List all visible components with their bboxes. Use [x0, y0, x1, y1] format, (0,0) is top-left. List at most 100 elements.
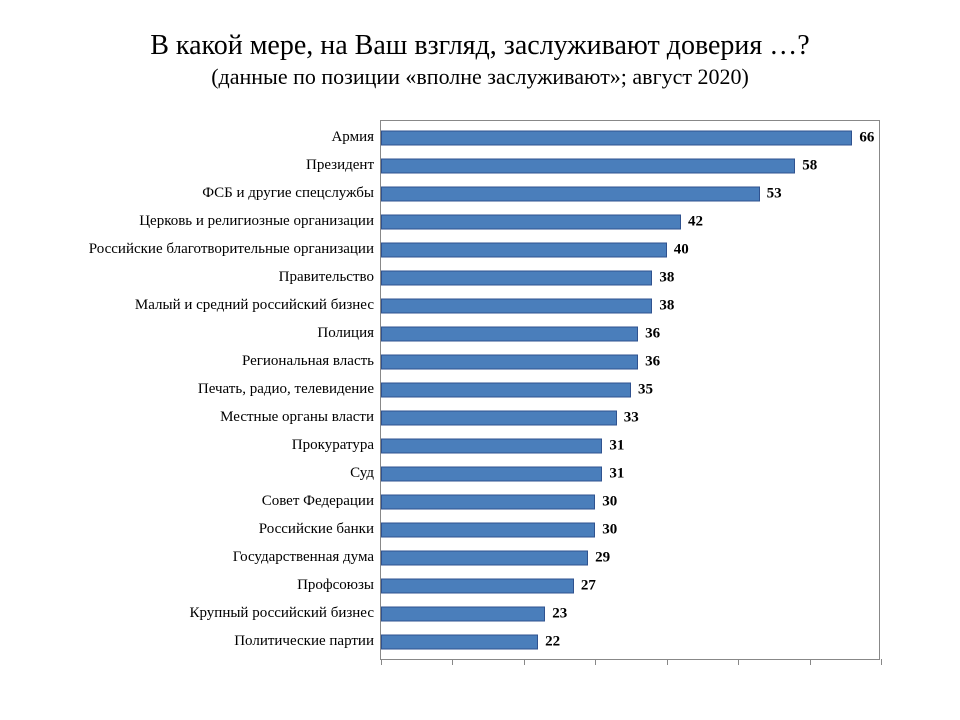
bar-cell: 53 — [380, 180, 880, 208]
bar-cell: 22 — [380, 628, 880, 656]
category-label: Государственная дума — [70, 550, 380, 566]
bar-value: 30 — [602, 522, 617, 539]
bar-value: 36 — [645, 354, 660, 371]
bar-row: Профсоюзы 27 — [70, 572, 890, 600]
bar — [381, 607, 545, 622]
category-label: Российские благотворительные организации — [70, 242, 380, 258]
bar-row: Президент 58 — [70, 152, 890, 180]
bar-cell: 30 — [380, 516, 880, 544]
bar-row: Местные органы власти 33 — [70, 404, 890, 432]
bar-row: ФСБ и другие спецслужбы 53 — [70, 180, 890, 208]
bar-cell: 38 — [380, 264, 880, 292]
bar-value: 42 — [688, 214, 703, 231]
bar — [381, 187, 760, 202]
category-label: Совет Федерации — [70, 494, 380, 510]
chart-title: В какой мере, на Ваш взгляд, заслуживают… — [0, 28, 960, 63]
bar-row: Армия 66 — [70, 124, 890, 152]
category-label: Полиция — [70, 326, 380, 342]
category-label: Правительство — [70, 270, 380, 286]
bar — [381, 579, 574, 594]
bar-cell: 23 — [380, 600, 880, 628]
bar-row: Российские банки 30 — [70, 516, 890, 544]
bar-row: Малый и средний российский бизнес 38 — [70, 292, 890, 320]
bar-value: 38 — [659, 270, 674, 287]
bar-cell: 66 — [380, 124, 880, 152]
bar-value: 31 — [609, 438, 624, 455]
bar — [381, 439, 602, 454]
bar-value: 53 — [767, 186, 782, 203]
bar-value: 23 — [552, 606, 567, 623]
chart-subtitle: (данные по позиции «вполне заслуживают»;… — [0, 63, 960, 91]
category-label: Церковь и религиозные организации — [70, 214, 380, 230]
bar — [381, 411, 617, 426]
bar-row: Российские благотворительные организации… — [70, 236, 890, 264]
bar — [381, 327, 638, 342]
bar-cell: 27 — [380, 572, 880, 600]
bar-value: 35 — [638, 382, 653, 399]
bar-value: 30 — [602, 494, 617, 511]
bar-row: Совет Федерации 30 — [70, 488, 890, 516]
bar-cell: 35 — [380, 376, 880, 404]
category-label: Российские банки — [70, 522, 380, 538]
bar-row: Полиция 36 — [70, 320, 890, 348]
category-label: ФСБ и другие спецслужбы — [70, 186, 380, 202]
bar-value: 22 — [545, 634, 560, 651]
bar-cell: 31 — [380, 432, 880, 460]
category-label: Суд — [70, 466, 380, 482]
bar-value: 36 — [645, 326, 660, 343]
bar-row: Региональная власть 36 — [70, 348, 890, 376]
category-label: Малый и средний российский бизнес — [70, 298, 380, 314]
bar — [381, 355, 638, 370]
category-label: Крупный российский бизнес — [70, 606, 380, 622]
bar — [381, 131, 852, 146]
category-label: Президент — [70, 158, 380, 174]
bar — [381, 635, 538, 650]
bar-cell: 31 — [380, 460, 880, 488]
bar-cell: 30 — [380, 488, 880, 516]
bar — [381, 243, 667, 258]
bar-value: 33 — [624, 410, 639, 427]
bar-row: Политические партии 22 — [70, 628, 890, 656]
bar-value: 38 — [659, 298, 674, 315]
bar-value: 58 — [802, 158, 817, 175]
category-label: Профсоюзы — [70, 578, 380, 594]
bar-value: 66 — [859, 130, 874, 147]
bar-cell: 29 — [380, 544, 880, 572]
bar-row: Государственная дума 29 — [70, 544, 890, 572]
bar — [381, 551, 588, 566]
category-label: Местные органы власти — [70, 410, 380, 426]
bar-value: 29 — [595, 550, 610, 567]
bar-row: Суд 31 — [70, 460, 890, 488]
bar-value: 31 — [609, 466, 624, 483]
bar — [381, 467, 602, 482]
bar-row: Прокуратура 31 — [70, 432, 890, 460]
bar — [381, 271, 652, 286]
bar — [381, 215, 681, 230]
category-label: Региональная власть — [70, 354, 380, 370]
bar-cell: 36 — [380, 320, 880, 348]
bar-cell: 58 — [380, 152, 880, 180]
bar — [381, 383, 631, 398]
bar-row: Церковь и религиозные организации 42 — [70, 208, 890, 236]
bar-rows: Армия 66 Президент 58 ФСБ и другие спецслужб… — [70, 120, 890, 660]
bar-cell: 38 — [380, 292, 880, 320]
bar-cell: 42 — [380, 208, 880, 236]
bar — [381, 159, 795, 174]
title-block: В какой мере, на Ваш взгляд, заслуживают… — [0, 28, 960, 91]
bar-cell: 36 — [380, 348, 880, 376]
bar — [381, 299, 652, 314]
bar-value: 27 — [581, 578, 596, 595]
bar-cell: 40 — [380, 236, 880, 264]
chart: Армия 66 Президент 58 ФСБ и другие спецслужб… — [70, 110, 890, 670]
category-label: Политические партии — [70, 634, 380, 650]
bar-row: Правительство 38 — [70, 264, 890, 292]
slide: В какой мере, на Ваш взгляд, заслуживают… — [0, 0, 960, 720]
bar-value: 40 — [674, 242, 689, 259]
bar — [381, 495, 595, 510]
bar-row: Печать, радио, телевидение35 — [70, 376, 890, 404]
bar-row: Крупный российский бизнес 23 — [70, 600, 890, 628]
bar-cell: 33 — [380, 404, 880, 432]
bar — [381, 523, 595, 538]
category-label: Прокуратура — [70, 438, 380, 454]
category-label: Армия — [70, 130, 380, 146]
